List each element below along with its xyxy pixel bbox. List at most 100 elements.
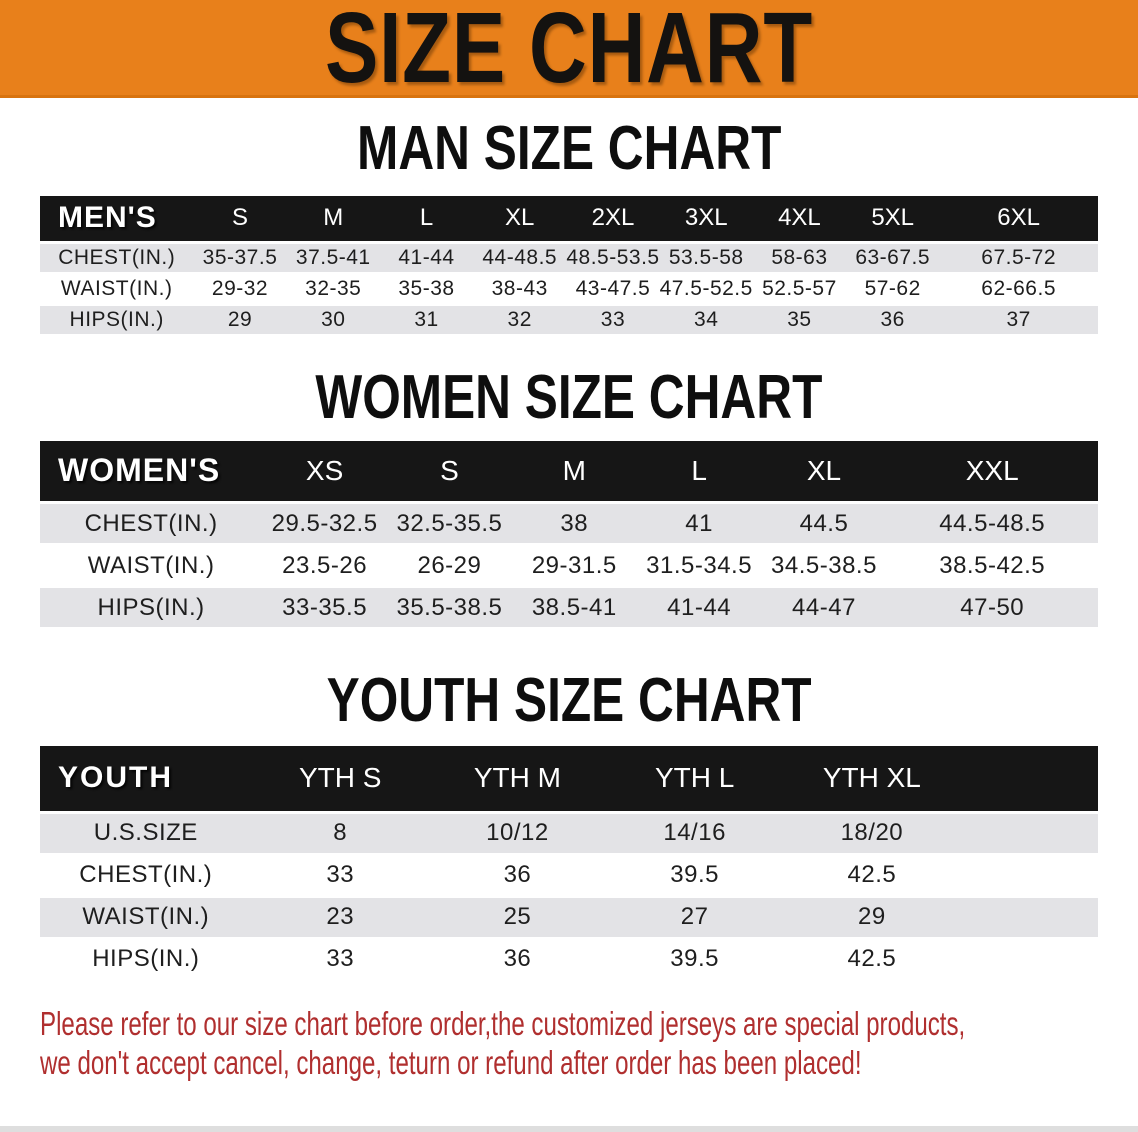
value-cell: 48.5-53.5 [566, 242, 660, 273]
table-group-label: MEN'S [40, 196, 194, 242]
value-cell: 67.5-72 [939, 242, 1098, 273]
size-column-header: S [193, 196, 287, 242]
table-row: CHEST(IN.) 33 36 39.5 42.5 [40, 854, 1098, 896]
size-column-header: XS [262, 440, 388, 503]
size-column-header: YTH XL [783, 746, 961, 812]
value-cell [960, 854, 1098, 896]
value-cell: 32.5-35.5 [387, 502, 512, 545]
value-cell: 14/16 [606, 812, 784, 854]
table-group-label: YOUTH [40, 746, 252, 812]
section-heading-wrap: YOUTH SIZE CHART [0, 670, 1138, 732]
value-cell: 41 [636, 502, 762, 545]
value-cell: 33 [326, 861, 355, 888]
table-group-label: WOMEN'S [40, 440, 263, 503]
value-cell: 23.5-26 [282, 551, 368, 579]
size-column-header: XL [473, 196, 567, 242]
value-cell: 38.5-42.5 [939, 551, 1046, 579]
size-column-header: 4XL [752, 196, 847, 242]
section-women: WOMEN SIZE CHART WOMEN'S XS S M L XL XXL CHEST(I… [0, 362, 1138, 631]
disclaimer-line-1: Please refer to our size chart before or… [40, 1004, 1098, 1043]
page-title-text: SIZE CHART [325, 0, 813, 104]
value-cell: 34 [659, 304, 753, 335]
value-cell: 31.5-34.5 [646, 551, 753, 579]
value-cell: 18/20 [783, 812, 961, 854]
value-cell: 42.5 [847, 945, 897, 972]
value-cell: 27 [606, 896, 784, 938]
disclaimer-line-2: we don't accept cancel, change, teturn o… [40, 1043, 1098, 1082]
value-cell: 39.5 [670, 945, 719, 972]
value-cell: 38-43 [491, 276, 548, 300]
value-cell: 32-35 [305, 276, 362, 300]
table-row: WAIST(IN.) 29-32 32-35 35-38 38-43 43-47.5 47.… [40, 273, 1098, 304]
size-column-header: 5XL [846, 196, 940, 242]
value-cell: 36 [503, 861, 532, 888]
row-label: CHEST(IN.) [40, 242, 194, 273]
table-row: WAIST(IN.) 23.5-26 26-29 29-31.5 31.5-34.5 34… [40, 545, 1098, 587]
value-cell: 37.5-41 [286, 242, 380, 273]
value-cell: 35 [752, 304, 847, 335]
row-label: WAIST(IN.) [87, 551, 215, 579]
table-row: U.S.SIZE 8 10/12 14/16 18/20 [40, 812, 1098, 854]
size-column-header: 6XL [939, 196, 1098, 242]
value-cell [960, 812, 1098, 854]
value-cell: 42.5 [847, 861, 897, 888]
value-cell: 23 [251, 896, 429, 938]
row-label: HIPS(IN.) [40, 586, 263, 629]
disclaimer-line-1-text: Please refer to our size chart before or… [40, 1004, 966, 1042]
row-label: WAIST(IN.) [60, 276, 173, 300]
size-table-men: MEN'S S M L XL 2XL 3XL 4XL 5XL 6XL CHEST(IN.) 35-37… [40, 196, 1098, 337]
value-cell: 35.5-38.5 [387, 586, 512, 629]
size-table-youth: YOUTH YTH S YTH M YTH L YTH XL U.S.SIZE 8 10/12… [40, 746, 1098, 982]
value-cell: 33 [566, 304, 660, 335]
table-row: WAIST(IN.) 23 25 27 29 [40, 896, 1098, 938]
section-youth: YOUTH SIZE CHART YOUTH YTH S YTH M YTH L YTH … [0, 670, 1138, 982]
size-column-header [960, 746, 1098, 812]
row-label: HIPS(IN.) [92, 945, 200, 972]
value-cell: 25 [428, 896, 607, 938]
value-cell: 33-35.5 [262, 586, 388, 629]
value-cell: 41-44 [636, 586, 762, 629]
value-cell: 33 [326, 945, 355, 972]
size-column-header: M [286, 196, 380, 242]
value-cell: 52.5-57 [762, 276, 837, 300]
size-column-header: L [379, 196, 474, 242]
image-bottom-edge [0, 1126, 1138, 1132]
row-label: HIPS(IN.) [40, 304, 194, 335]
section-heading-wrap: WOMEN SIZE CHART [0, 362, 1138, 432]
table-row: HIPS(IN.) 29 30 31 32 33 34 35 36 37 [40, 304, 1098, 335]
value-cell: 36 [846, 304, 940, 335]
section-heading-women: WOMEN SIZE CHART [315, 362, 823, 432]
value-cell: 32 [473, 304, 567, 335]
value-cell: 47-50 [886, 586, 1098, 629]
table-row: HIPS(IN.) 33-35.5 35.5-38.5 38.5-41 41-44 44-… [40, 586, 1098, 629]
value-cell [960, 938, 1098, 980]
value-cell: 34.5-38.5 [771, 551, 877, 579]
value-cell: 38.5-41 [511, 586, 637, 629]
disclaimer: Please refer to our size chart before or… [0, 1004, 1138, 1082]
size-column-header: M [511, 440, 637, 503]
size-table-women: WOMEN'S XS S M L XL XXL CHEST(IN.) 29.5-32.5 32.5… [40, 440, 1098, 631]
value-cell: 37 [939, 304, 1098, 335]
value-cell: 44.5-48.5 [886, 502, 1098, 545]
value-cell: 31 [379, 304, 474, 335]
size-column-header: YTH M [428, 746, 607, 812]
value-cell: 29.5-32.5 [262, 502, 388, 545]
value-cell: 39.5 [670, 861, 719, 888]
value-cell: 43-47.5 [575, 276, 651, 300]
value-cell: 44-48.5 [473, 242, 567, 273]
value-cell: 10/12 [428, 812, 607, 854]
size-chart-sections: MAN SIZE CHART MEN'S S M L XL 2XL 3XL 4XL 5XL 6XL C… [0, 114, 1138, 982]
section-heading-men: MAN SIZE CHART [356, 114, 782, 183]
size-column-header: XXL [886, 440, 1098, 503]
size-column-header: L [636, 440, 762, 503]
table-row: CHEST(IN.) 29.5-32.5 32.5-35.5 38 41 44.5 44.5… [40, 502, 1098, 545]
table-row: HIPS(IN.) 33 36 39.5 42.5 [40, 938, 1098, 980]
value-cell: 35-38 [398, 276, 455, 300]
value-cell: 44.5 [761, 502, 887, 545]
section-heading-wrap: MAN SIZE CHART [0, 114, 1138, 183]
value-cell: 62-66.5 [981, 276, 1057, 300]
value-cell: 53.5-58 [659, 242, 753, 273]
value-cell: 47.5-52.5 [659, 276, 753, 300]
page-title: SIZE CHART [264, 0, 874, 104]
value-cell: 29 [193, 304, 287, 335]
